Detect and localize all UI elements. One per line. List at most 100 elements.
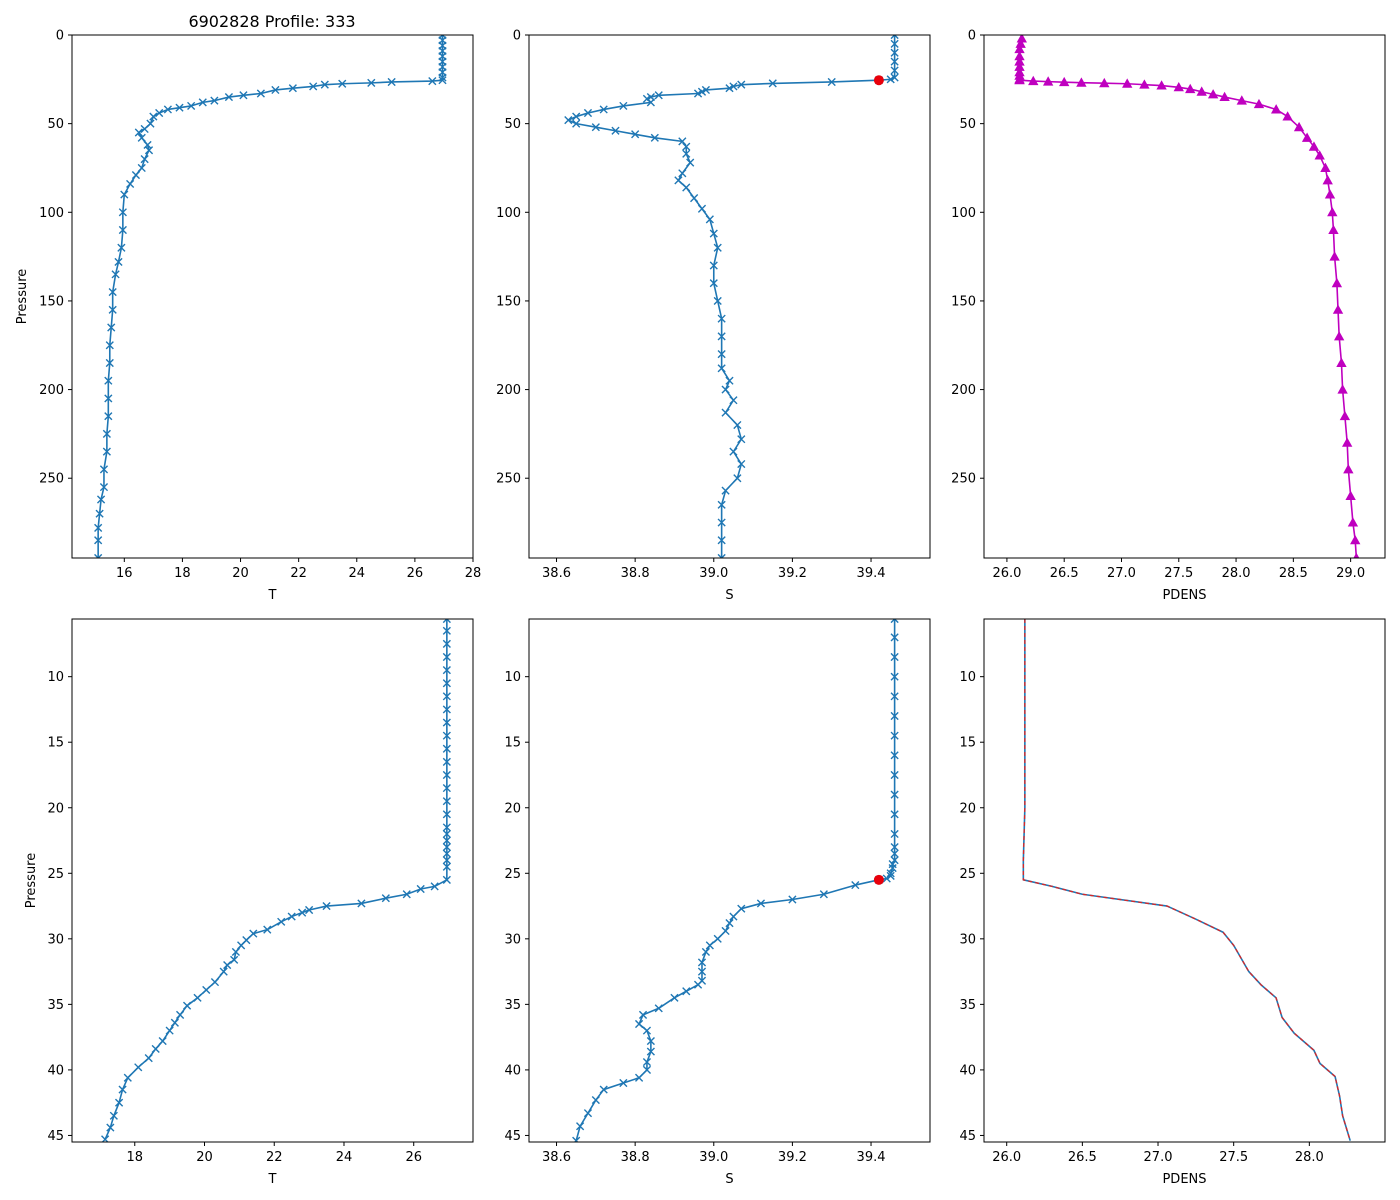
data-point (1122, 78, 1133, 88)
plot-area (564, 35, 899, 558)
data-point (890, 633, 899, 642)
data-point (442, 718, 451, 727)
data-point (1324, 189, 1336, 199)
plot-frame (528, 34, 931, 559)
y-tick-label: 0 (968, 29, 976, 44)
data-point (619, 101, 628, 111)
highlight-point (873, 874, 884, 885)
data-point (1327, 206, 1338, 217)
data-point (134, 1063, 143, 1072)
data-point (402, 890, 411, 899)
y-tick-label: 10 (504, 670, 521, 685)
x-tick-label: 27.0 (1144, 1150, 1173, 1165)
data-point (709, 229, 718, 238)
data-point (442, 692, 451, 701)
y-tick-label: 35 (504, 998, 521, 1013)
data-point (120, 190, 129, 199)
data-point (442, 770, 451, 780)
data-point (1014, 74, 1025, 85)
data-point (1042, 76, 1054, 86)
data-point (827, 77, 836, 87)
data-point (1320, 162, 1331, 172)
data-point (1156, 80, 1167, 90)
data-point (102, 429, 111, 438)
data-point (1173, 81, 1184, 92)
data-point (165, 1026, 174, 1035)
data-point (193, 993, 202, 1002)
data-point (890, 652, 899, 662)
data-point (717, 364, 726, 373)
y-tick-label: 0 (513, 29, 521, 44)
y-tick-label: 45 (959, 1129, 976, 1144)
y-tick-label: 15 (959, 736, 976, 751)
data-point (176, 1010, 185, 1019)
data-point (890, 57, 899, 66)
data-point (416, 884, 425, 894)
data-point (713, 296, 722, 306)
data-point (210, 96, 219, 105)
x-tick-label: 22 (290, 566, 307, 581)
data-point (646, 1047, 655, 1056)
data-point (1308, 141, 1320, 151)
y-tick-label: 35 (959, 998, 976, 1013)
y-tick-label: 40 (959, 1063, 976, 1078)
data-point (387, 77, 396, 87)
data-point (320, 80, 329, 89)
data-point (890, 829, 899, 839)
data-point (1314, 150, 1325, 160)
data-point (682, 142, 691, 151)
y-tick-label: 50 (504, 117, 521, 132)
data-point (1331, 277, 1343, 288)
data-point (756, 899, 766, 908)
x-tick-label: 39.4 (857, 1150, 886, 1165)
data-point (611, 126, 620, 135)
y-tick-label: 30 (47, 932, 64, 947)
data-point (305, 905, 314, 915)
x-tick-label: 24 (348, 566, 365, 581)
y-tick-label: 45 (504, 1129, 521, 1144)
data-point (109, 1111, 118, 1120)
data-point (890, 672, 899, 681)
data-point (1350, 534, 1361, 545)
data-point (287, 912, 296, 921)
data-point (697, 204, 707, 213)
data-point (430, 882, 439, 891)
data-point (564, 116, 573, 125)
y-tick-label: 40 (47, 1063, 64, 1078)
data-point (442, 757, 451, 766)
data-point (239, 91, 248, 100)
data-point (717, 350, 726, 359)
x-tick-label: 26 (405, 1150, 422, 1165)
data-point (599, 105, 608, 114)
data-point (230, 955, 239, 964)
data-point (890, 751, 899, 760)
y-tick-label: 50 (47, 117, 64, 132)
x-axis-label: T (268, 1172, 277, 1187)
highlight-point (873, 75, 884, 86)
data-point (729, 912, 738, 921)
data-point (1343, 464, 1354, 474)
data-point (705, 941, 714, 950)
data-point (442, 783, 451, 793)
data-point (713, 934, 722, 943)
data-point (654, 91, 663, 100)
data-point (381, 894, 390, 903)
data-point (650, 133, 659, 142)
data-point (583, 1109, 593, 1118)
data-point (642, 1026, 652, 1035)
data-point (338, 79, 347, 88)
y-tick-label: 20 (959, 801, 976, 816)
data-point (682, 149, 691, 158)
data-point (890, 711, 899, 721)
data-point (105, 358, 114, 368)
data-point (151, 1044, 160, 1054)
data-point (126, 179, 135, 189)
y-tick-label: 30 (959, 932, 976, 947)
data-point (158, 1036, 167, 1046)
x-tick-label: 27.0 (1107, 566, 1136, 581)
x-tick-label: 28.0 (1295, 1150, 1324, 1165)
y-tick-label: 100 (496, 206, 521, 221)
data-point (123, 1073, 132, 1082)
